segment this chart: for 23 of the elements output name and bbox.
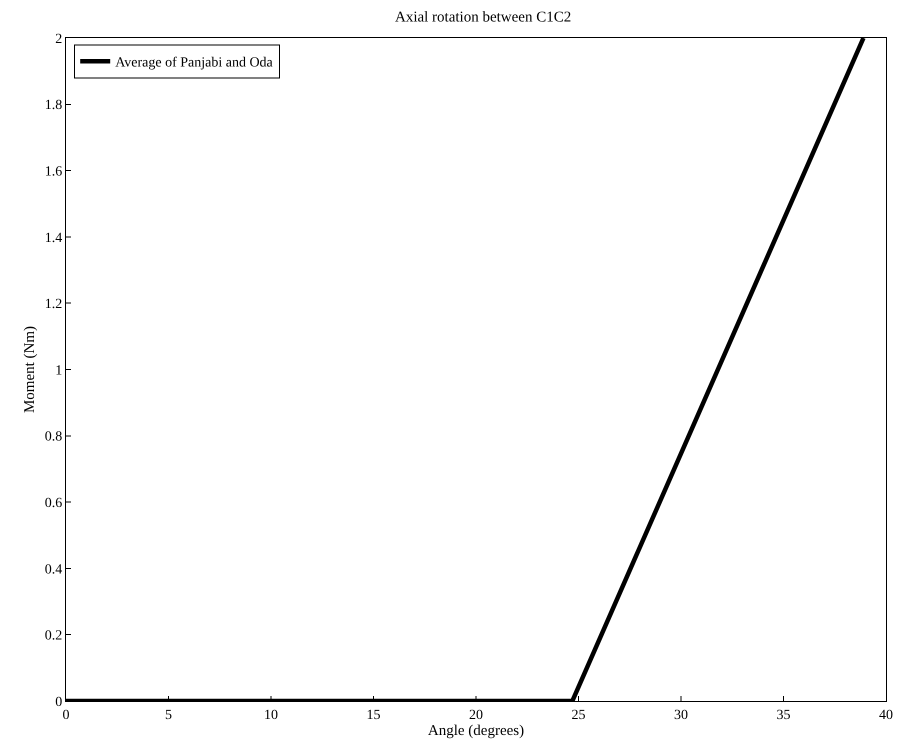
x-axis-title: Angle (degrees) [428,722,524,739]
legend-label: Average of Panjabi and Oda [115,56,274,71]
x-tick-label: 40 [879,708,893,723]
x-tick-label: 10 [264,708,278,723]
y-tick-label: 0.4 [44,562,62,578]
y-tick-label: 1 [55,363,62,378]
y-tick-label: 2 [55,32,62,47]
y-tick-label: 0.6 [44,496,62,511]
y-tick-label: 0 [55,694,62,710]
y-tick-label: 0.2 [44,628,62,644]
y-tick-label: 1.6 [44,164,62,180]
x-tick-label: 20 [469,708,483,723]
y-tick-label: 1.8 [44,98,62,114]
x-tick-label: 15 [366,708,380,723]
y-axis-title: Moment (Nm) [22,326,38,414]
x-tick-label: 5 [165,708,172,723]
x-tick-label: 35 [776,708,790,723]
chart-title: Axial rotation between C1C2 [394,10,572,26]
y-tick-label: 1.2 [44,297,62,312]
y-tick-label: 1.4 [44,230,62,246]
x-tick-label: 25 [572,708,586,723]
y-tick-label: 0.8 [44,430,62,445]
x-tick-label: 30 [674,708,688,723]
